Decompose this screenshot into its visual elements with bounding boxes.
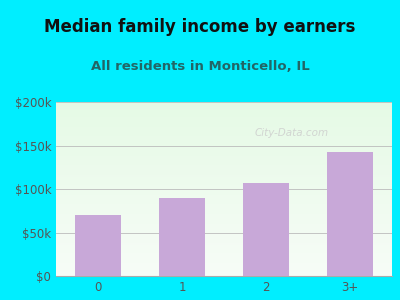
Text: City-Data.com: City-Data.com <box>254 128 328 138</box>
Bar <box>75 215 121 276</box>
Bar <box>159 198 205 276</box>
Bar <box>327 152 373 276</box>
Bar <box>243 183 289 276</box>
Text: Median family income by earners: Median family income by earners <box>44 18 356 36</box>
Text: All residents in Monticello, IL: All residents in Monticello, IL <box>91 60 309 73</box>
